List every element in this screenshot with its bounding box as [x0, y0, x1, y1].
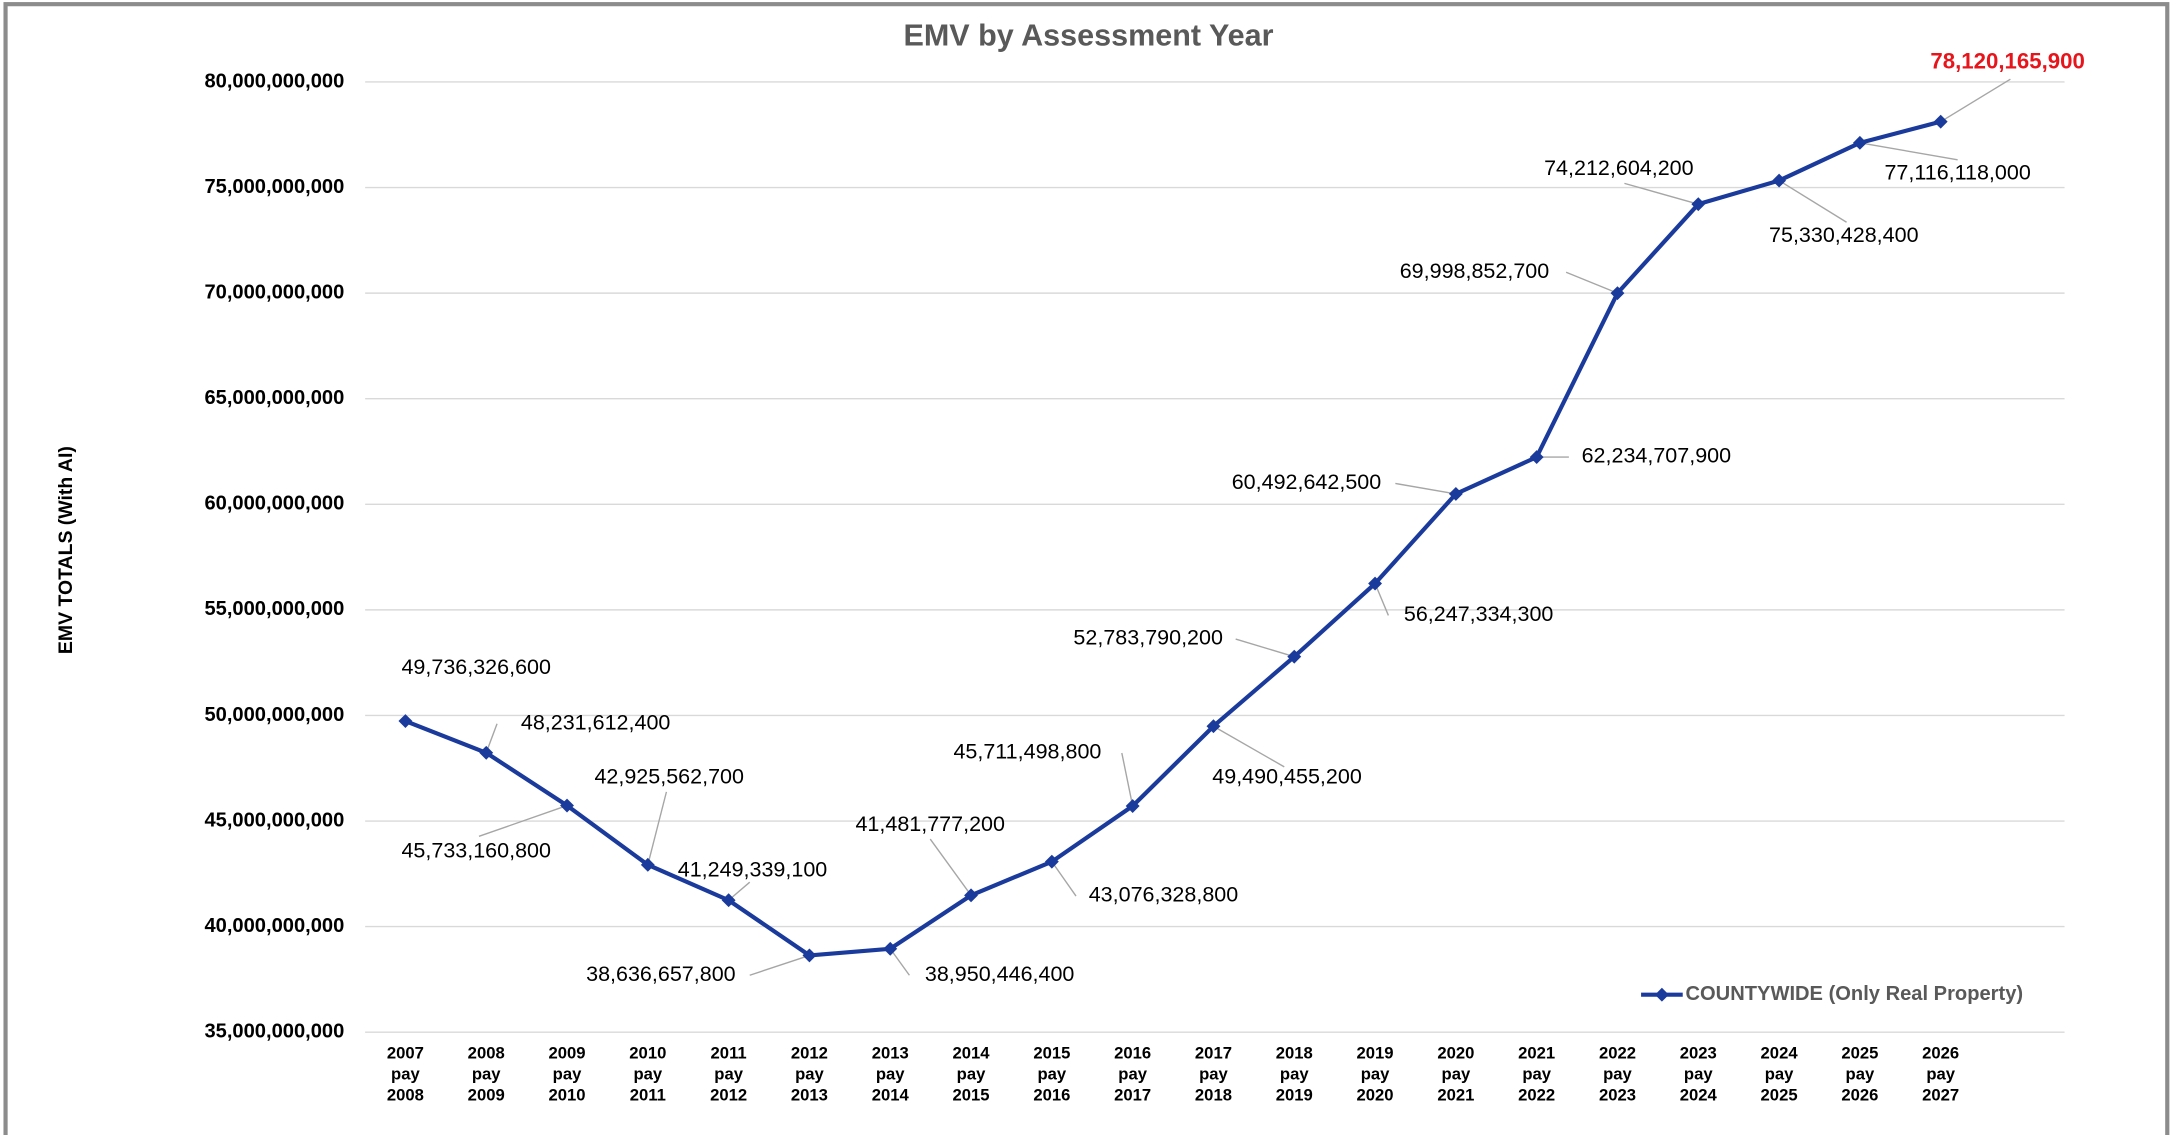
- data-label: 69,998,852,700: [1400, 259, 1550, 283]
- data-label: 49,736,326,600: [401, 655, 551, 679]
- y-tick-label: 70,000,000,000: [204, 281, 344, 303]
- leader-line: [1121, 752, 1134, 807]
- leader-line: [1235, 638, 1295, 658]
- data-label: 43,076,328,800: [1089, 883, 1239, 907]
- data-point: [1772, 173, 1787, 188]
- data-point: [802, 948, 817, 963]
- x-tick-label: 2026 pay 2027: [1922, 1044, 1959, 1105]
- data-point: [1287, 649, 1302, 664]
- leader-line: [749, 954, 810, 976]
- chart-title: EMV by Assessment Year: [903, 19, 1273, 53]
- y-tick-label: 60,000,000,000: [204, 493, 344, 515]
- data-point: [964, 888, 978, 903]
- data-label: 56,247,334,300: [1404, 602, 1554, 626]
- data-point: [560, 798, 574, 813]
- x-tick-label: 2013 pay 2014: [872, 1044, 910, 1105]
- data-label: 52,783,790,200: [1073, 626, 1223, 650]
- data-label: 45,733,160,800: [401, 838, 551, 862]
- legend-label: COUNTYWIDE (Only Real Property): [1686, 983, 2024, 1005]
- leader-line: [1859, 142, 1958, 161]
- y-tick-label: 45,000,000,000: [204, 809, 344, 831]
- x-tick-label: 2007 pay 2008: [387, 1044, 424, 1105]
- y-tick-label: 80,000,000,000: [204, 70, 344, 92]
- x-tick-label: 2022 pay 2023: [1599, 1044, 1636, 1105]
- leader-line: [1374, 583, 1390, 616]
- x-tick-label: 2010 pay 2011: [629, 1044, 666, 1105]
- data-label: 38,636,657,800: [586, 962, 736, 986]
- data-label: 74,212,604,200: [1544, 156, 1694, 180]
- data-label: 75,330,428,400: [1769, 223, 1919, 247]
- x-tick-label: 2019 pay 2020: [1357, 1044, 1394, 1105]
- x-tick-label: 2024 pay 2025: [1761, 1044, 1799, 1105]
- data-label: 42,925,562,700: [594, 765, 744, 789]
- data-label: 45,711,498,800: [953, 740, 1101, 764]
- data-point: [479, 745, 494, 760]
- data-point: [640, 857, 655, 872]
- y-tick-label: 40,000,000,000: [204, 915, 344, 937]
- legend-marker: [1654, 987, 1669, 1002]
- leader-line: [929, 838, 972, 896]
- data-label: 38,950,446,400: [925, 962, 1075, 986]
- y-tick-label: 65,000,000,000: [204, 387, 344, 409]
- y-tick-label: 35,000,000,000: [204, 1021, 344, 1043]
- leader-line: [1395, 482, 1456, 495]
- data-point: [1125, 799, 1140, 813]
- x-tick-label: 2012 pay 2013: [791, 1044, 828, 1105]
- x-tick-label: 2017 pay 2018: [1195, 1044, 1232, 1105]
- y-tick-label: 55,000,000,000: [204, 598, 344, 620]
- leader-line: [1940, 78, 2011, 123]
- data-label: 48,231,612,400: [521, 710, 671, 734]
- x-tick-label: 2023 pay 2024: [1680, 1044, 1718, 1105]
- y-tick-label: 50,000,000,000: [204, 704, 344, 726]
- x-tick-label: 2016 pay 2017: [1114, 1044, 1151, 1105]
- data-label: 78,120,165,900: [1930, 48, 2084, 73]
- leader-line: [1051, 861, 1077, 897]
- x-tick-label: 2011 pay 2012: [710, 1044, 747, 1105]
- x-tick-label: 2020 pay 2021: [1437, 1044, 1474, 1105]
- data-point: [1448, 486, 1463, 501]
- data-label: 41,481,777,200: [855, 812, 1005, 836]
- x-tick-label: 2021 pay 2022: [1518, 1044, 1555, 1105]
- x-tick-label: 2009 pay 2010: [548, 1044, 585, 1105]
- x-tick-label: 2014 pay 2015: [953, 1044, 991, 1105]
- data-point: [883, 941, 898, 956]
- leader-line: [1565, 271, 1618, 294]
- x-tick-label: 2015 pay 2016: [1033, 1044, 1070, 1105]
- leader-line: [647, 791, 668, 866]
- leader-line: [1624, 182, 1699, 205]
- data-label: 62,234,707,900: [1582, 444, 1732, 468]
- data-point: [1368, 576, 1383, 591]
- leader-line: [1213, 725, 1285, 768]
- y-tick-label: 75,000,000,000: [204, 176, 344, 198]
- data-point: [1529, 450, 1544, 465]
- data-point: [1610, 286, 1625, 301]
- y-axis-title: EMV TOTALS (With AI): [55, 446, 77, 654]
- x-tick-label: 2018 pay 2019: [1276, 1044, 1313, 1105]
- leader-line: [1778, 179, 1847, 223]
- data-label: 60,492,642,500: [1232, 470, 1382, 494]
- data-label: 41,249,339,100: [678, 858, 828, 882]
- chart-frame: [3, 2, 2170, 1135]
- data-point: [398, 714, 413, 728]
- leader-line: [478, 804, 568, 837]
- data-label: 77,116,118,000: [1884, 160, 2030, 184]
- data-point: [721, 893, 736, 908]
- x-tick-label: 2008 pay 2009: [468, 1044, 505, 1105]
- data-line: [404, 119, 1942, 958]
- data-label: 49,490,455,200: [1212, 765, 1362, 789]
- leader-line: [889, 948, 910, 976]
- data-point: [1691, 197, 1706, 212]
- data-point: [1933, 114, 1948, 129]
- x-tick-label: 2025 pay 2026: [1841, 1044, 1878, 1105]
